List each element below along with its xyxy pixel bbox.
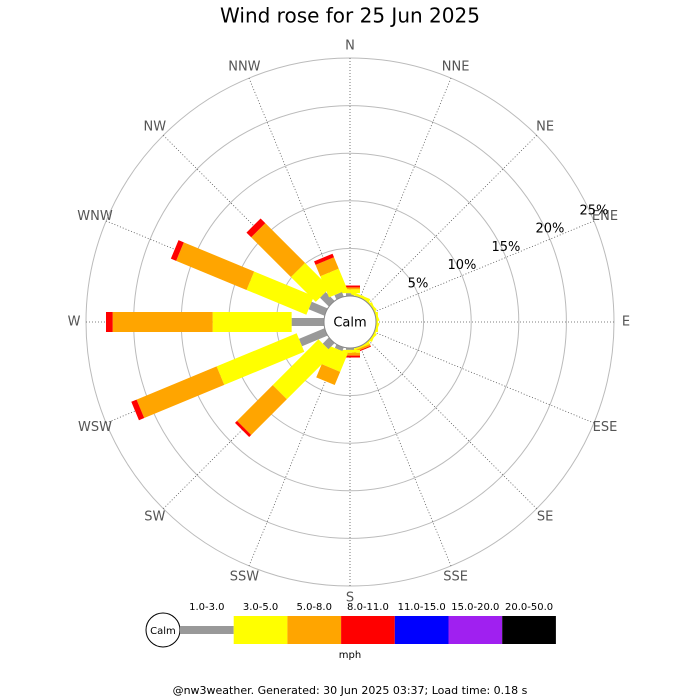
bar-segment [340, 285, 360, 288]
bar-segment [346, 348, 354, 350]
bar-segment [308, 301, 328, 316]
bar-segment [112, 312, 213, 332]
direction-label: S [346, 591, 354, 606]
bar-segment [272, 339, 333, 400]
legend-label: 5.0-8.0 [297, 602, 332, 613]
bar-segment [340, 352, 360, 356]
direction-label: N [345, 39, 355, 54]
legend-swatch [233, 616, 288, 644]
direction-label: SSE [443, 569, 468, 584]
legend-label: 11.0-15.0 [398, 602, 446, 613]
legend-label: 1.0-3.0 [189, 602, 224, 613]
legend-swatch [287, 616, 342, 644]
bar-segment [290, 262, 330, 302]
bar-segment [320, 292, 335, 307]
legend-label: 15.0-20.0 [451, 602, 499, 613]
bar-segment [176, 242, 255, 290]
bar-segment [246, 218, 266, 238]
direction-bars [131, 328, 328, 421]
legend-swatch [502, 616, 556, 644]
footer: @nw3weather. Generated: 30 Jun 2025 03:3… [173, 684, 528, 697]
spoke [373, 220, 595, 313]
bar-segment [212, 312, 292, 332]
legend-label: 8.0-11.0 [347, 602, 389, 613]
direction-bars [314, 253, 348, 300]
direction-label: SE [537, 510, 553, 525]
chart-title: Wind rose for 25 Jun 2025 [220, 4, 480, 28]
direction-label: NE [536, 119, 554, 134]
ring-label: 10% [448, 258, 477, 273]
bar-segment [340, 355, 360, 358]
bar-segment [340, 289, 360, 294]
bar-segment [298, 328, 328, 347]
bar-segment [216, 333, 305, 385]
direction-label: ENE [592, 209, 618, 224]
legend-swatch [448, 616, 503, 644]
spoke [368, 135, 537, 304]
direction-label: SSW [230, 569, 260, 584]
bar-segment [346, 293, 354, 296]
spoke [248, 345, 341, 567]
direction-label: WSW [78, 420, 112, 435]
bar-segment [291, 318, 324, 326]
legend-swatch [180, 626, 234, 634]
calm-circle [323, 295, 377, 349]
bar-segment [246, 271, 314, 315]
ring-label: 20% [535, 222, 564, 237]
direction-label: WNW [77, 209, 113, 224]
spoke [359, 345, 452, 567]
direction-bars [340, 348, 360, 358]
bar-segment [320, 268, 348, 298]
spoke [359, 77, 452, 299]
bar-segment [334, 292, 344, 300]
direction-label: NNE [442, 60, 470, 75]
direction-label: NNW [228, 60, 260, 75]
bar-segment [315, 257, 339, 277]
calm-label: Calm [333, 316, 366, 331]
direction-bars [340, 285, 360, 296]
bar-segment [105, 312, 113, 332]
bar-segment [340, 349, 360, 353]
spoke [368, 340, 537, 509]
direction-bars [170, 240, 328, 316]
bar-segment [235, 420, 252, 437]
ring-label: 25% [579, 203, 608, 218]
legend-label: 3.0-5.0 [243, 602, 278, 613]
spoke [373, 331, 595, 424]
ring-label: 15% [491, 240, 520, 255]
legend-label: 20.0-50.0 [505, 602, 553, 613]
direction-label: W [68, 315, 81, 330]
bar-segment [136, 366, 225, 419]
bar-segment [237, 385, 287, 435]
bar-segment [340, 287, 360, 290]
bar-segment [316, 364, 341, 386]
legend-swatch [394, 616, 449, 644]
bar-segment [251, 223, 306, 278]
bar-segment [131, 399, 145, 421]
bar-segment [334, 344, 344, 352]
direction-bars [246, 218, 335, 307]
direction-label: ESE [593, 420, 618, 435]
direction-label: E [622, 315, 630, 330]
direction-bars [235, 337, 335, 437]
bar-segment [350, 342, 370, 352]
bar-segment [170, 240, 184, 261]
direction-label: SW [144, 510, 165, 525]
legend-swatch [341, 616, 395, 644]
direction-bars [105, 312, 324, 332]
direction-label: NW [144, 119, 167, 134]
bar-segment [314, 253, 334, 265]
ring-label: 5% [408, 276, 429, 291]
unit-label: mph [339, 650, 361, 661]
legend-calm-label: Calm [150, 626, 176, 637]
